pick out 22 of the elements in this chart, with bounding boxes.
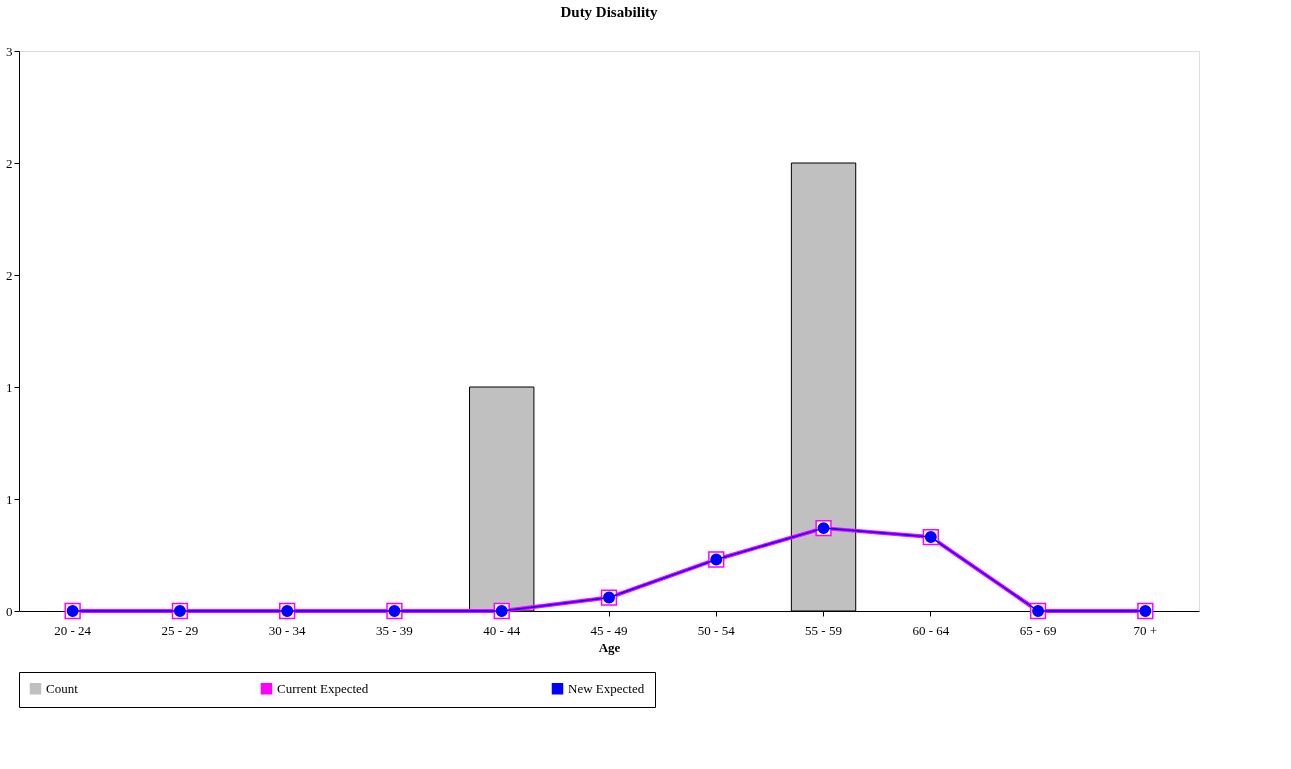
y-tick-label: 2 <box>6 155 13 171</box>
x-tick-label: 25 - 29 <box>161 622 199 638</box>
chart-title: Duty Disability <box>560 4 659 20</box>
x-tick-label: 55 - 59 <box>805 622 842 638</box>
y-tick-label: 0 <box>6 603 13 619</box>
x-tick-label: 30 - 34 <box>268 622 307 638</box>
y-tick-label: 1 <box>6 491 13 507</box>
x-tick-label: 20 - 24 <box>54 622 92 638</box>
legend-label: Current Expected <box>277 680 369 696</box>
y-tick-label: 1 <box>6 379 13 395</box>
y-tick-label: 2 <box>6 267 13 283</box>
x-axis-title: Age <box>598 639 621 655</box>
x-tick-label: 50 - 54 <box>697 622 736 638</box>
legend-label: New Expected <box>568 680 645 696</box>
y-tick-label: 3 <box>6 43 13 59</box>
legend-label: Count <box>46 680 79 696</box>
x-tick-label: 70 + <box>1133 622 1158 638</box>
x-tick-label: 40 - 44 <box>483 622 521 638</box>
x-tick-label: 45 - 49 <box>590 622 628 638</box>
x-tick-label: 35 - 39 <box>376 622 413 638</box>
x-tick-label: 60 - 64 <box>912 622 950 638</box>
x-tick-label: 65 - 69 <box>1019 622 1057 638</box>
